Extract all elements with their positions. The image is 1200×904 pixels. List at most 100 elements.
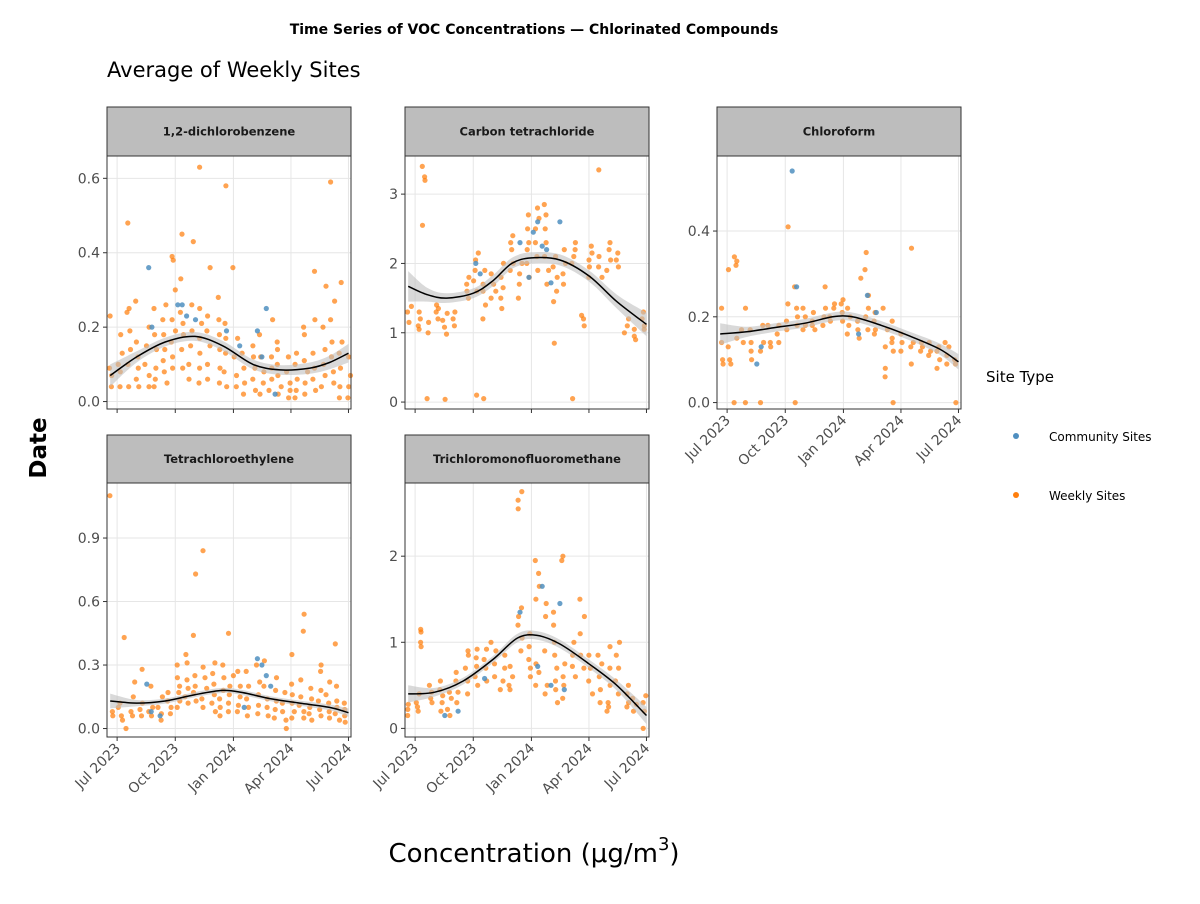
weekly-point	[719, 305, 725, 311]
weekly-point	[499, 305, 505, 312]
weekly-point	[119, 350, 125, 356]
weekly-point	[233, 372, 240, 379]
weekly-point	[822, 305, 829, 311]
weekly-point	[502, 665, 508, 671]
y-tick-label: 0.9	[78, 531, 100, 547]
weekly-point	[606, 247, 612, 253]
weekly-point	[197, 305, 203, 312]
weekly-point	[301, 611, 307, 617]
weekly-point	[643, 693, 649, 699]
facet-strip	[716, 106, 962, 157]
weekly-point	[186, 376, 192, 382]
weekly-point	[546, 267, 552, 273]
weekly-point	[493, 288, 499, 294]
weekly-point	[329, 339, 335, 345]
weekly-point	[406, 319, 412, 325]
community-point	[175, 302, 181, 308]
weekly-point	[838, 301, 844, 307]
weekly-point	[908, 245, 915, 251]
weekly-point	[550, 264, 556, 270]
facet-strip	[404, 106, 650, 157]
weekly-point	[255, 702, 262, 708]
weekly-point	[291, 709, 297, 715]
weekly-point	[451, 323, 457, 329]
weekly-point	[269, 376, 275, 382]
weekly-point	[217, 365, 223, 371]
y-tick-label: 0.0	[688, 396, 710, 412]
weekly-point	[244, 713, 250, 719]
weekly-point	[286, 395, 292, 401]
weekly-point	[615, 250, 621, 256]
weekly-point	[204, 328, 210, 334]
weekly-point	[725, 344, 731, 350]
weekly-point	[488, 295, 494, 301]
weekly-point	[625, 682, 632, 688]
weekly-point	[129, 713, 136, 719]
weekly-point	[748, 348, 754, 354]
weekly-point	[137, 706, 143, 713]
weekly-point	[800, 305, 806, 311]
weekly-point	[170, 354, 176, 360]
weekly-point	[865, 305, 872, 311]
weekly-point	[158, 717, 164, 723]
weekly-point	[268, 354, 275, 360]
weekly-point	[561, 247, 567, 253]
weekly-point	[310, 350, 316, 356]
weekly-point	[749, 357, 755, 363]
weekly-point	[937, 357, 943, 363]
weekly-point	[559, 557, 565, 564]
weekly-point	[261, 658, 267, 664]
community-point	[557, 219, 563, 225]
weekly-point	[332, 711, 338, 717]
weekly-point	[135, 365, 141, 371]
weekly-point	[472, 267, 478, 273]
weekly-point	[118, 713, 124, 719]
weekly-point	[161, 369, 167, 375]
weekly-point	[205, 376, 211, 382]
weekly-point	[543, 613, 549, 620]
weekly-point	[608, 257, 614, 263]
weekly-point	[148, 713, 155, 719]
weekly-point	[415, 708, 421, 714]
weekly-point	[301, 709, 307, 715]
weekly-point	[429, 700, 435, 706]
weekly-point	[318, 662, 324, 668]
weekly-point	[190, 239, 196, 245]
smooth-confidence-band	[110, 331, 349, 387]
weekly-point	[332, 641, 338, 647]
weekly-point	[534, 205, 541, 211]
weekly-point	[121, 634, 127, 641]
weekly-point	[855, 327, 861, 333]
weekly-point	[165, 689, 171, 696]
facet-panels: 1,2-dichlorobenzene 0.0 0.2 0.4 0.6 Carbon te…	[72, 106, 965, 797]
x-tick-label: Apr 2024	[241, 740, 298, 797]
weekly-point	[560, 674, 566, 680]
community-point	[157, 713, 163, 719]
weekly-point	[507, 663, 513, 670]
weekly-point	[552, 652, 558, 658]
smooth-trend-line	[110, 689, 349, 714]
community-point	[237, 343, 243, 349]
community-point	[442, 712, 448, 719]
weekly-point	[846, 322, 852, 328]
weekly-point	[493, 648, 499, 654]
weekly-point	[435, 316, 441, 322]
community-point	[561, 687, 567, 693]
x-axis-label-main: Concentration (μg/m	[388, 839, 657, 869]
facet-4: Trichloromonofluoromethane 0 1 2 Jul 2023 Oct…	[370, 434, 653, 797]
weekly-point	[725, 267, 732, 273]
weekly-point	[146, 384, 152, 390]
weekly-point	[506, 682, 512, 688]
weekly-point	[441, 324, 448, 330]
facet-strip-label: Trichloromonofluoromethane	[433, 452, 621, 466]
facet-1: Carbon tetrachloride 0 1 2 3	[389, 106, 650, 413]
weekly-point	[453, 669, 459, 676]
weekly-point	[150, 704, 156, 711]
x-tick-label: Apr 2024	[851, 412, 908, 469]
weekly-point	[554, 700, 561, 706]
weekly-point	[273, 675, 280, 681]
weekly-point	[274, 339, 280, 345]
weekly-point	[595, 652, 601, 658]
weekly-point	[301, 715, 307, 721]
weekly-point	[322, 372, 328, 379]
